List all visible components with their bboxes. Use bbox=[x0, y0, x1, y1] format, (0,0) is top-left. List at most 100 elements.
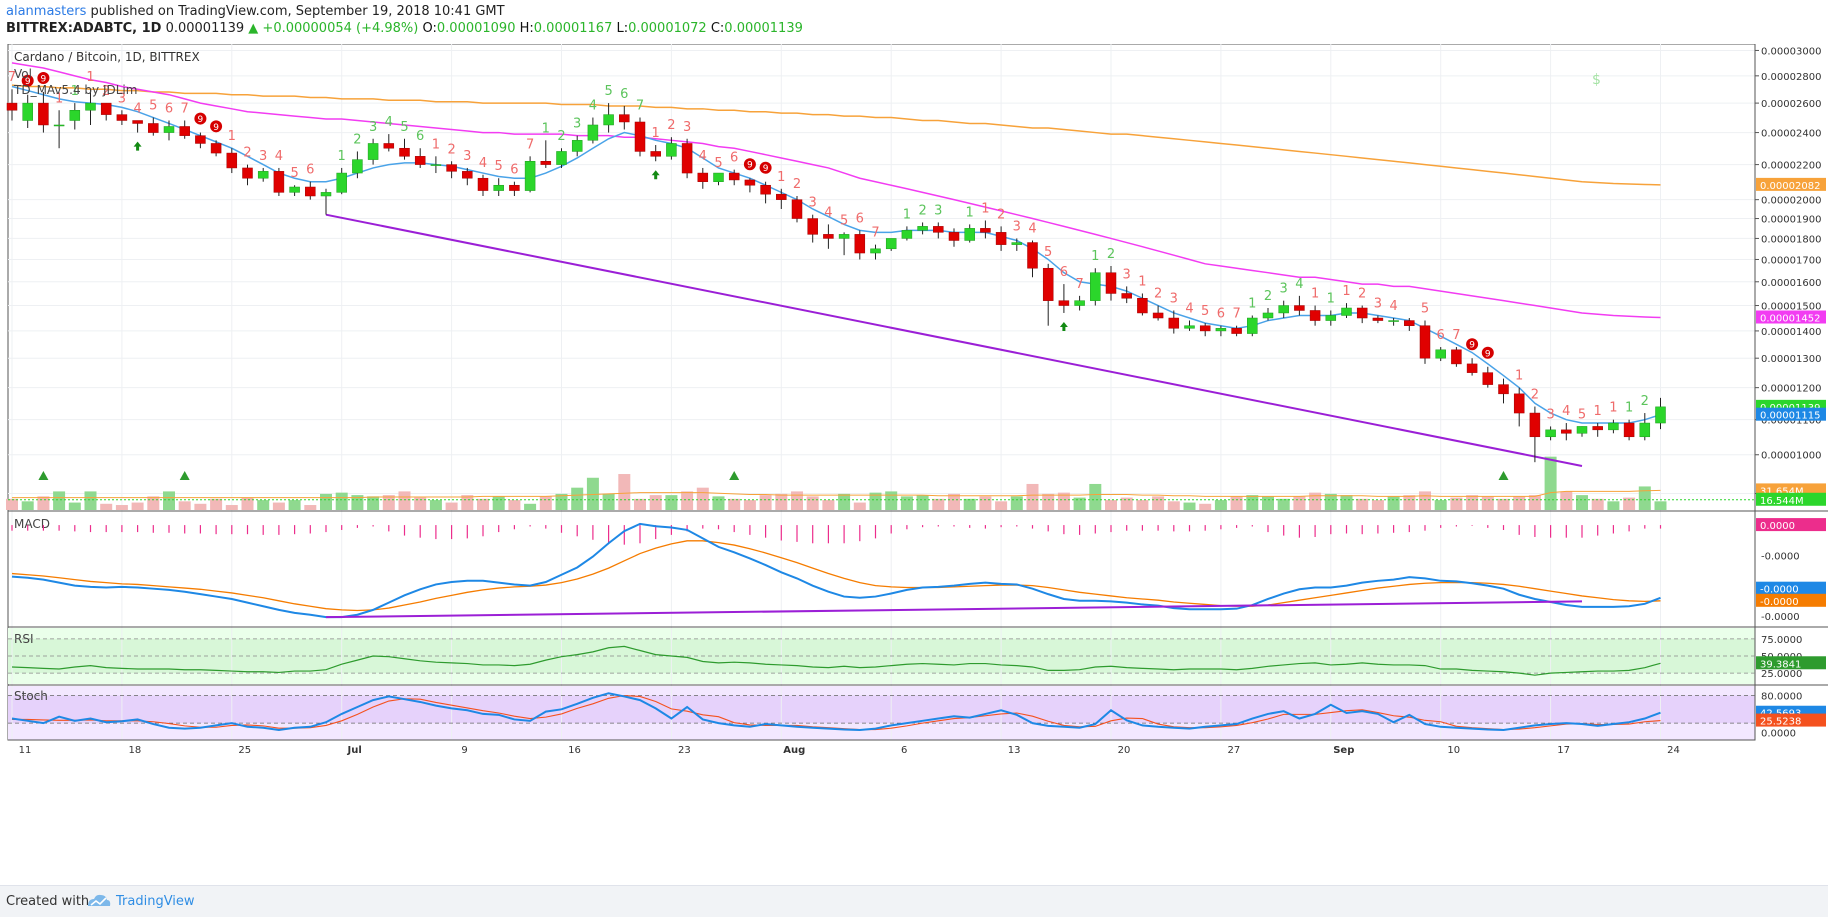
candle-body bbox=[320, 192, 332, 197]
time-tick-label: Sep bbox=[1333, 745, 1354, 756]
td-count-label: 7 bbox=[8, 70, 16, 85]
td-count-label: 2 bbox=[1358, 287, 1366, 302]
candle-body bbox=[336, 172, 347, 193]
tradingview-logo-icon[interactable] bbox=[86, 893, 112, 909]
volume-bar bbox=[1544, 456, 1557, 510]
volume-bar bbox=[53, 491, 66, 510]
candle-body bbox=[1152, 312, 1164, 319]
time-tick-label: 24 bbox=[1667, 745, 1680, 756]
volume-bar bbox=[775, 493, 788, 510]
high-value: 0.00001167 bbox=[533, 21, 613, 36]
td-count-label: 3 bbox=[463, 149, 471, 164]
td-nine-marker bbox=[1466, 338, 1479, 351]
volume-bar bbox=[1324, 493, 1337, 510]
candle-body bbox=[226, 152, 238, 169]
macd-label: MACD bbox=[14, 517, 50, 531]
volume-bar bbox=[304, 505, 317, 510]
candle-body bbox=[1639, 422, 1651, 438]
candle-body bbox=[571, 140, 583, 152]
volume-bar bbox=[288, 500, 301, 510]
candle-body bbox=[681, 143, 693, 174]
macd-value-badge: 0.0000 bbox=[1760, 521, 1795, 532]
candle-body bbox=[964, 228, 975, 241]
volume-bar bbox=[1513, 496, 1526, 510]
td-count-label: 1 bbox=[1248, 296, 1256, 311]
volume-bar bbox=[1497, 498, 1510, 510]
td-count-label: 4 bbox=[1562, 404, 1570, 419]
volume-bar bbox=[382, 495, 395, 510]
candle-body bbox=[1435, 349, 1446, 359]
price-tick-label: 0.00002000 bbox=[1761, 196, 1821, 207]
td-nine-marker bbox=[759, 161, 772, 174]
candle-body bbox=[1309, 310, 1321, 321]
volume-bar bbox=[1183, 502, 1196, 510]
candle-body bbox=[53, 124, 65, 127]
volume-bar bbox=[131, 502, 144, 510]
volume-bar bbox=[791, 491, 803, 510]
time-tick-label: Aug bbox=[783, 745, 805, 756]
rsi-line bbox=[11, 645, 1661, 676]
td-count-label: 1 bbox=[981, 201, 989, 216]
volume-bar bbox=[1466, 495, 1479, 510]
candle-body bbox=[1262, 312, 1274, 319]
td-count-label: 1 bbox=[903, 207, 911, 222]
td-count-label: 4 bbox=[479, 156, 487, 171]
volume-bar bbox=[1057, 492, 1070, 510]
close-label: C: bbox=[710, 21, 725, 36]
candle-body bbox=[666, 143, 677, 157]
price-tick-label: 0.00002400 bbox=[1761, 129, 1821, 140]
candle-body bbox=[399, 147, 410, 157]
volume-bar bbox=[194, 503, 207, 510]
td-count-label: 1 bbox=[1091, 249, 1099, 264]
td-count-label: 1 bbox=[1327, 291, 1335, 306]
td-count-label: 1 bbox=[432, 137, 440, 152]
volume-badge: 16.544M bbox=[1760, 496, 1804, 507]
candle-body bbox=[446, 164, 457, 172]
candle-body bbox=[634, 121, 646, 152]
high-label: H: bbox=[519, 21, 534, 36]
candle-body bbox=[1419, 325, 1431, 359]
candle-body bbox=[1404, 320, 1415, 326]
td-count-label: 5 bbox=[1044, 245, 1052, 260]
td-count-label: 4 bbox=[824, 205, 832, 220]
volume-bar bbox=[178, 501, 191, 510]
time-tick-label: 17 bbox=[1557, 745, 1570, 756]
price-tick-label: 0.00003000 bbox=[1761, 46, 1821, 57]
td-count-label: 5 bbox=[400, 120, 408, 135]
td-count-label: 7 bbox=[636, 99, 644, 114]
candle-body bbox=[728, 172, 740, 181]
volume-bar bbox=[524, 503, 537, 510]
volume-bar bbox=[1403, 495, 1416, 510]
volume-ma-badge: 31.654M bbox=[1760, 486, 1804, 497]
candle-body bbox=[980, 228, 991, 233]
triangle-marker-icon bbox=[38, 471, 49, 480]
volume-badge-bg bbox=[1756, 492, 1826, 506]
candle-body bbox=[933, 226, 944, 233]
td-nine-text: 9 bbox=[1469, 341, 1475, 351]
publish-info: alanmasters published on TradingView.com… bbox=[6, 4, 505, 19]
td-count-label: 2 bbox=[1154, 287, 1162, 302]
candle-body bbox=[1482, 372, 1494, 385]
tradingview-brand-link[interactable]: TradingView bbox=[116, 894, 195, 909]
td-nine-marker bbox=[210, 120, 223, 133]
candle-body bbox=[650, 151, 661, 157]
candle-body bbox=[1294, 305, 1305, 311]
candle-body bbox=[1325, 315, 1337, 321]
volume-bar bbox=[948, 493, 960, 510]
candle-body bbox=[6, 102, 18, 111]
macd-value-badge: -0.0000 bbox=[1760, 585, 1799, 596]
volume-bar bbox=[995, 501, 1008, 510]
author-link[interactable]: alanmasters bbox=[6, 4, 87, 19]
candle-body bbox=[1199, 325, 1211, 332]
stoch-value-badge-bg bbox=[1756, 713, 1826, 727]
volume-bar bbox=[1120, 497, 1133, 510]
macd-tick-label: -0.0000 bbox=[1761, 612, 1800, 623]
time-tick-label: 23 bbox=[678, 745, 691, 756]
candle-body bbox=[289, 186, 300, 193]
td-count-label: 1 bbox=[228, 129, 236, 144]
candle-body bbox=[1090, 272, 1101, 301]
price-tick-label: 0.00001800 bbox=[1761, 234, 1821, 245]
price-tick-label: 0.00001100 bbox=[1761, 416, 1821, 427]
volume-bar bbox=[555, 493, 568, 510]
